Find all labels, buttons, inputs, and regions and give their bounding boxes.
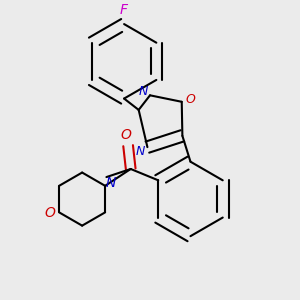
Text: O: O <box>45 206 56 220</box>
Text: O: O <box>120 128 131 142</box>
Text: F: F <box>120 2 128 16</box>
Text: N: N <box>106 176 116 190</box>
Text: N: N <box>136 145 145 158</box>
Text: N: N <box>138 85 148 98</box>
Text: O: O <box>186 93 196 106</box>
